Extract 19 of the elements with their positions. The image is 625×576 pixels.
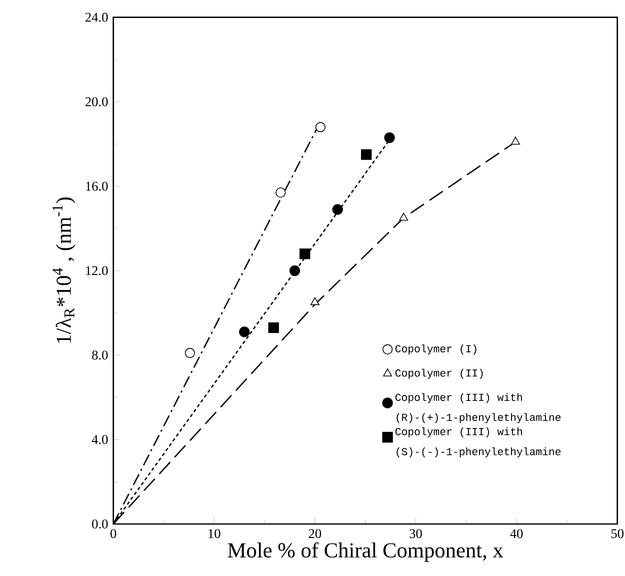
- legend-label: Copolymer (III) with (R)-(+)-1-phenylethylamine: [395, 393, 561, 424]
- y-tick-label: 8.0: [92, 350, 108, 360]
- legend-label: Copolymer (II): [395, 368, 483, 379]
- x-tick-label: 50: [611, 529, 624, 538]
- legend-label: Copolymer (I): [395, 344, 476, 354]
- x-axis-title: Mole % of Chiral Component, x: [228, 542, 504, 562]
- x-tick-label: 30: [410, 529, 422, 538]
- y-tick-label: 16.0: [86, 182, 108, 191]
- x-tick-label: 10: [208, 529, 220, 538]
- x-tick-label: 0: [110, 529, 116, 538]
- y-tick-label: 0.0: [92, 519, 108, 529]
- x-tick-label: 40: [510, 529, 523, 538]
- y-tick-label: 4.0: [92, 435, 108, 444]
- x-tick-label: 20: [308, 529, 322, 538]
- y-axis-title: 1/λ$_{R}$*10$^{4}$ , (nm$^{-1}$): [52, 197, 76, 343]
- y-tick-label: 12.0: [86, 266, 108, 276]
- y-tick-label: 24.0: [85, 12, 108, 22]
- y-tick-label: 20.0: [85, 97, 108, 106]
- legend-label: Copolymer (III) with (S)-(-)-1-phenylethylamine: [395, 427, 561, 458]
